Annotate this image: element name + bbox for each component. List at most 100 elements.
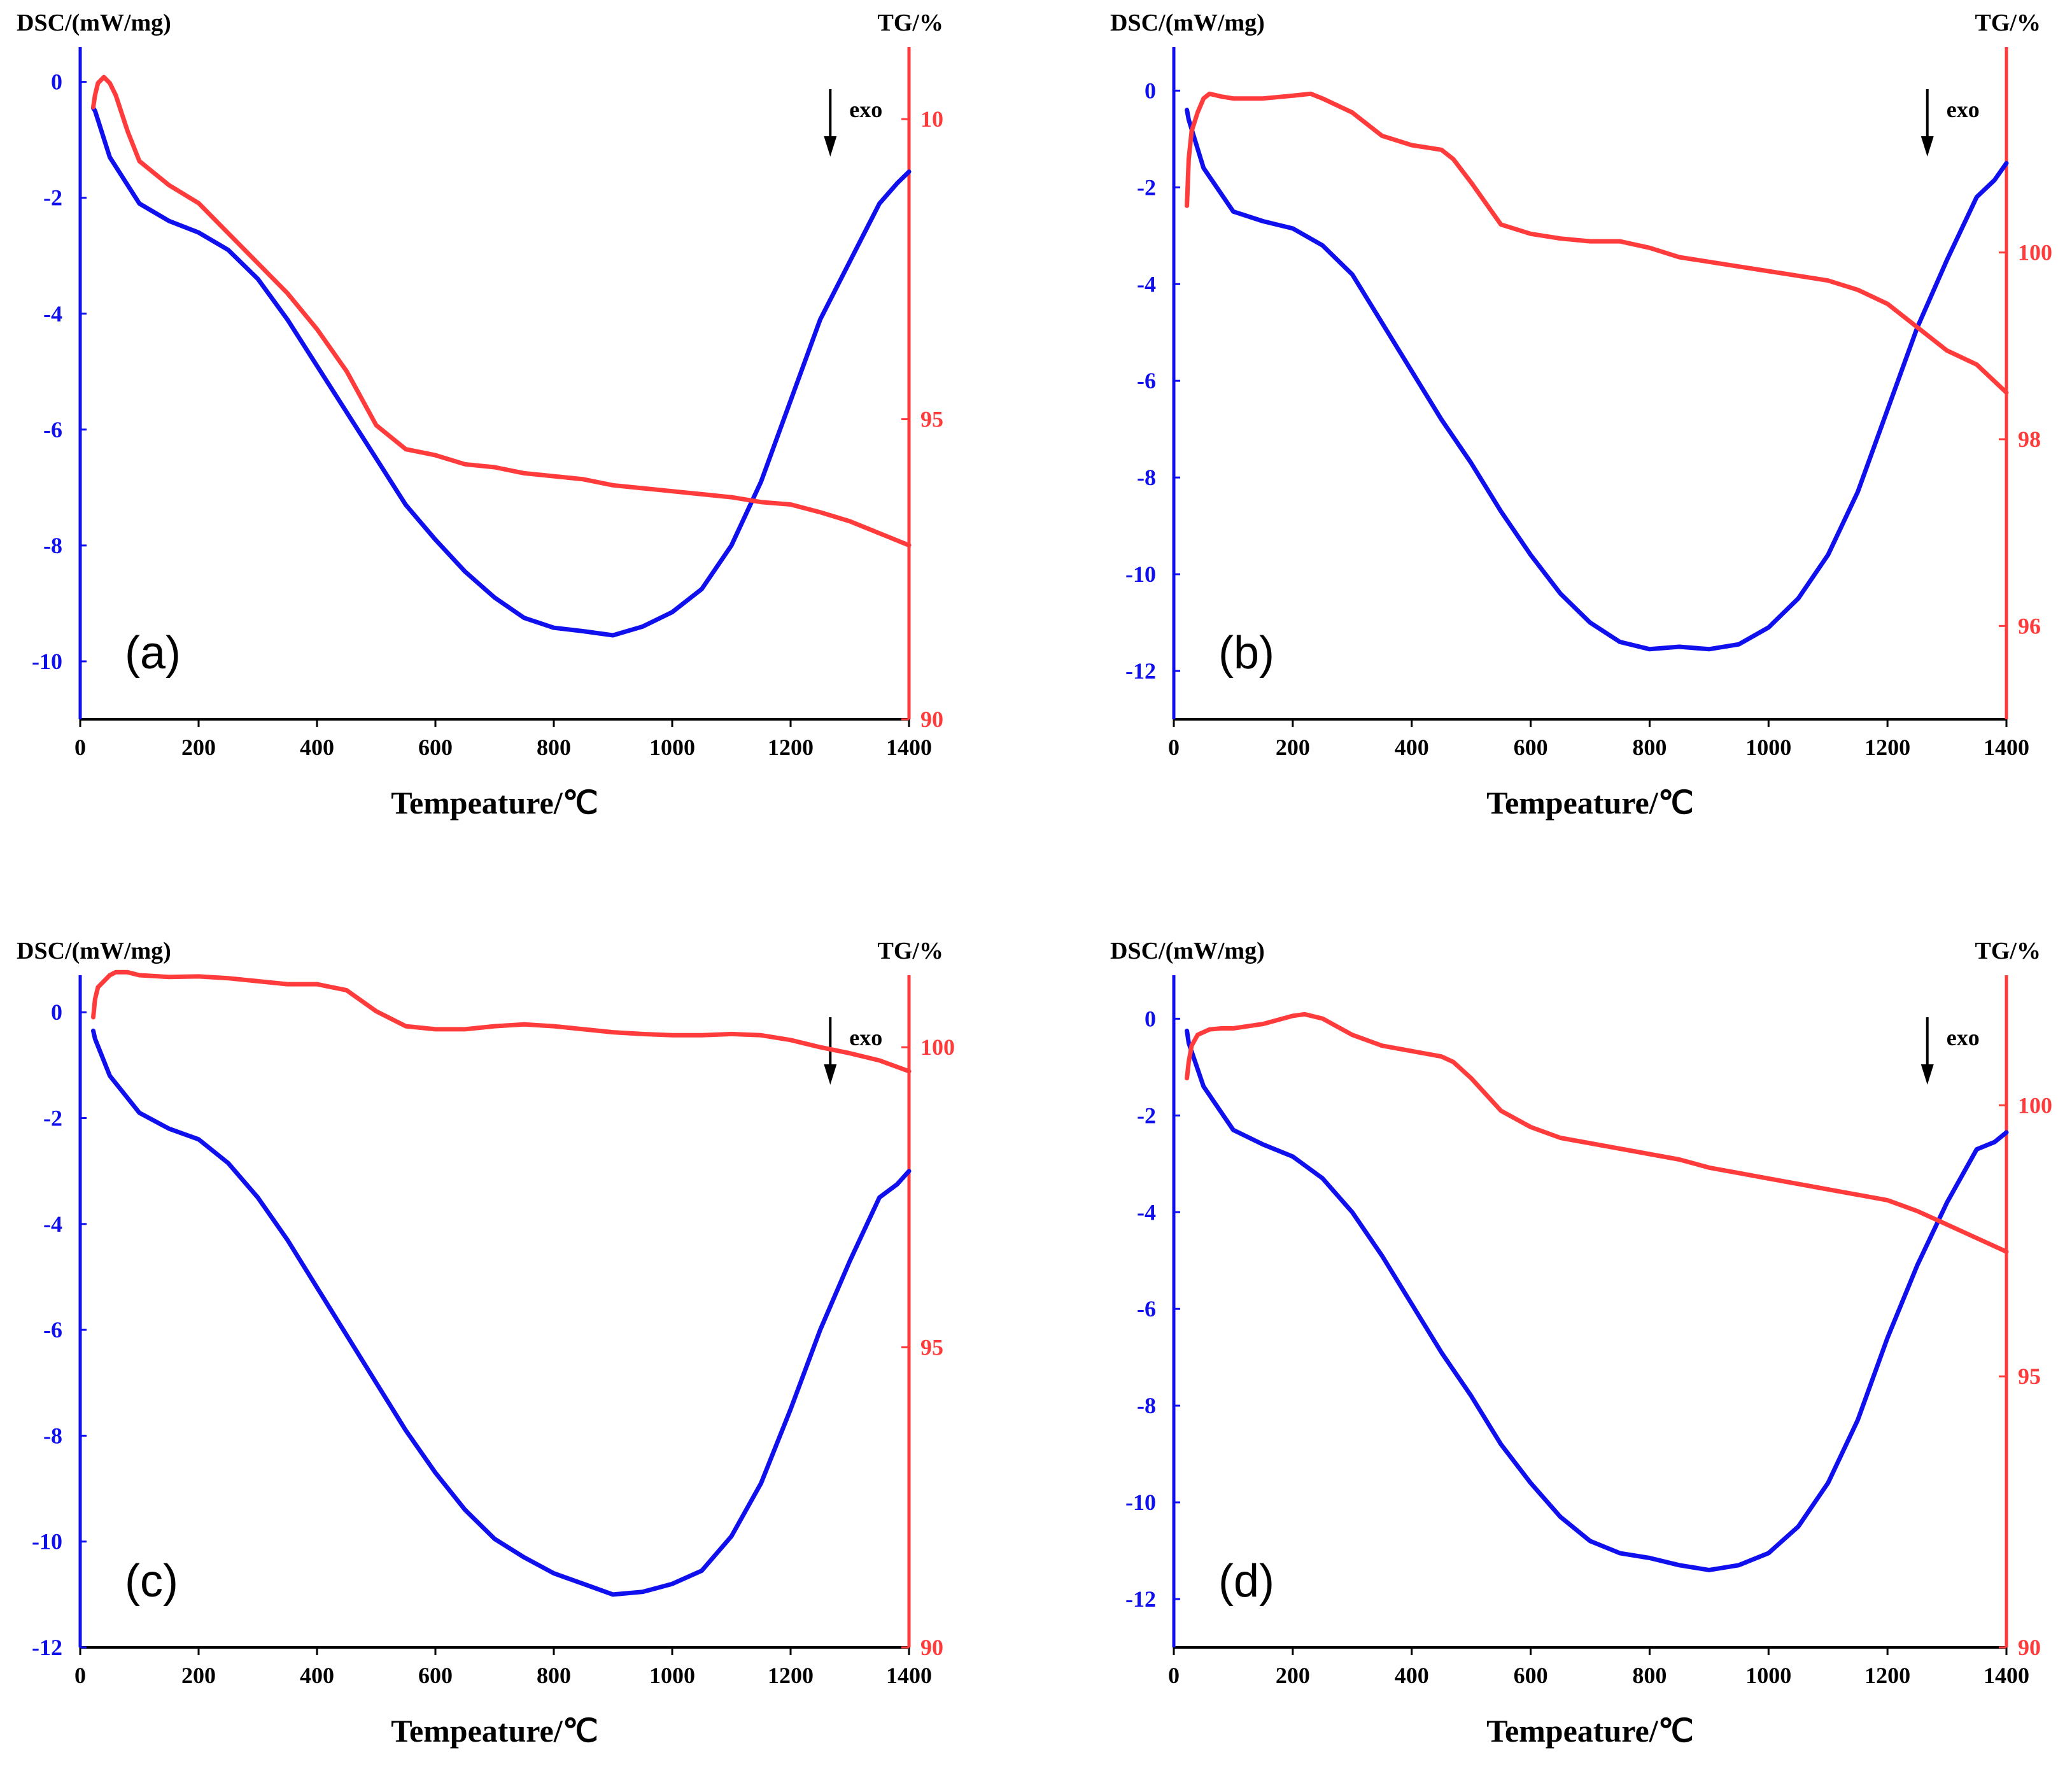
tg-tick-label: 95 bbox=[2018, 1364, 2041, 1389]
dsc-tick-label: -6 bbox=[43, 1317, 62, 1343]
x-tick-label: 1400 bbox=[886, 735, 932, 760]
exo-arrowhead-icon bbox=[824, 1064, 837, 1085]
dsc-tick-label: -2 bbox=[1137, 174, 1156, 200]
x-tick-label: 200 bbox=[1276, 735, 1310, 760]
x-tick-label: 0 bbox=[74, 735, 86, 760]
x-tick-label: 800 bbox=[537, 735, 571, 760]
dsc-tick-label: -2 bbox=[43, 1106, 62, 1131]
exo-arrowhead-icon bbox=[1920, 1064, 1934, 1085]
exo-label: exo bbox=[849, 1025, 882, 1050]
dsc-tick-label: 0 bbox=[51, 69, 62, 95]
dsc-series-line bbox=[91, 106, 912, 638]
dsc-tick-label: 0 bbox=[1145, 1006, 1156, 1031]
tg-tick-label: 10 bbox=[920, 106, 943, 132]
panel-label: (d) bbox=[1218, 1556, 1274, 1607]
x-tick-label: 1200 bbox=[1864, 1663, 1910, 1688]
dsc-axis-title: DSC/(mW/mg) bbox=[17, 938, 171, 964]
tg-axis-title: TG/% bbox=[878, 938, 943, 964]
exo-arrowhead-icon bbox=[824, 136, 837, 157]
dsc-tick-label: -6 bbox=[43, 417, 62, 442]
tg-tick-label: 100 bbox=[2018, 1092, 2052, 1118]
x-tick-label: 600 bbox=[1514, 735, 1548, 760]
dsc-axis-title: DSC/(mW/mg) bbox=[1110, 10, 1265, 36]
tg-series-line bbox=[91, 969, 912, 1074]
tg-tick-label: 90 bbox=[920, 1635, 943, 1660]
tg-series-line bbox=[1185, 1011, 2009, 1254]
x-tick-label: 200 bbox=[1276, 1663, 1310, 1688]
x-tick-label: 200 bbox=[181, 1663, 216, 1688]
x-tick-label: 1200 bbox=[768, 735, 814, 760]
x-tick-label: 600 bbox=[1514, 1663, 1548, 1688]
exo-label: exo bbox=[1947, 97, 1980, 122]
dsc-tick-label: -12 bbox=[32, 1635, 62, 1660]
tg-tick-label: 90 bbox=[2018, 1635, 2041, 1660]
x-tick-label: 400 bbox=[1395, 1663, 1429, 1688]
x-tick-label: 1200 bbox=[1864, 735, 1910, 760]
x-tick-label: 1400 bbox=[886, 1663, 932, 1688]
x-axis-title: Tempeature/℃ bbox=[391, 785, 598, 821]
dsc-tick-label: -4 bbox=[1137, 271, 1156, 297]
dsc-tick-label: -10 bbox=[32, 1529, 62, 1554]
dsc-tick-label: -2 bbox=[1137, 1103, 1156, 1128]
x-tick-label: 1000 bbox=[1745, 735, 1791, 760]
panel-label: (c) bbox=[125, 1556, 178, 1607]
chart-panel-c: 0 200 400 600 800 1000 1200 1400 0 -2 -4 -6 -8 -10 -12… bbox=[17, 938, 955, 1749]
x-tick-label: 400 bbox=[300, 735, 334, 760]
exo-arrowhead-icon bbox=[1920, 136, 1934, 157]
tg-tick-label: 90 bbox=[920, 707, 943, 732]
dsc-tick-label: 0 bbox=[51, 999, 62, 1025]
tg-tick-label: 100 bbox=[2018, 240, 2052, 265]
exo-label: exo bbox=[1947, 1025, 1980, 1050]
dsc-axis-title: DSC/(mW/mg) bbox=[1110, 938, 1265, 964]
x-tick-label: 1400 bbox=[1984, 735, 2029, 760]
dsc-tick-label: -10 bbox=[1125, 561, 1156, 587]
x-tick-label: 800 bbox=[1632, 735, 1667, 760]
x-tick-label: 1200 bbox=[768, 1663, 814, 1688]
x-tick-label: 0 bbox=[1168, 1663, 1180, 1688]
dsc-series-line bbox=[1185, 1028, 2009, 1572]
dsc-series-line bbox=[91, 1028, 912, 1597]
dsc-tick-label: -10 bbox=[32, 649, 62, 674]
dsc-tick-label: -6 bbox=[1137, 1296, 1156, 1321]
dsc-tick-label: -8 bbox=[1137, 1393, 1156, 1418]
dsc-tick-label: -8 bbox=[1137, 465, 1156, 490]
tg-tick-label: 100 bbox=[920, 1034, 955, 1060]
dsc-tick-label: 0 bbox=[1145, 78, 1156, 103]
dsc-tick-label: -10 bbox=[1125, 1490, 1156, 1515]
tg-axis-title: TG/% bbox=[1975, 938, 2041, 964]
dsc-tick-label: -6 bbox=[1137, 368, 1156, 393]
panel-label: (b) bbox=[1218, 628, 1274, 679]
tg-tick-label: 95 bbox=[920, 1335, 943, 1360]
exo-label: exo bbox=[849, 97, 882, 122]
x-tick-label: 200 bbox=[181, 735, 216, 760]
x-tick-label: 400 bbox=[1395, 735, 1429, 760]
dsc-tick-label: -4 bbox=[43, 301, 62, 327]
x-tick-label: 600 bbox=[418, 735, 453, 760]
x-axis-title: Tempeature/℃ bbox=[1486, 1713, 1694, 1749]
x-tick-label: 1400 bbox=[1984, 1663, 2029, 1688]
x-tick-label: 1000 bbox=[649, 1663, 695, 1688]
panel-label: (a) bbox=[125, 628, 181, 679]
tg-axis-title: TG/% bbox=[878, 10, 943, 36]
dsc-tick-label: -4 bbox=[43, 1211, 62, 1237]
dsc-tick-label: -4 bbox=[1137, 1199, 1156, 1225]
x-tick-label: 1000 bbox=[1745, 1663, 1791, 1688]
dsc-tick-label: -12 bbox=[1125, 1586, 1156, 1612]
chart-panel-d: 0 200 400 600 800 1000 1200 1400 0 -2 -4 -6 -8 -10 -12… bbox=[1110, 938, 2052, 1749]
tg-tick-label: 95 bbox=[920, 407, 943, 432]
x-tick-label: 800 bbox=[1632, 1663, 1667, 1688]
dsc-tick-label: -8 bbox=[43, 533, 62, 558]
x-tick-label: 1000 bbox=[649, 735, 695, 760]
x-tick-label: 0 bbox=[1168, 735, 1180, 760]
x-axis-title: Tempeature/℃ bbox=[1486, 785, 1694, 821]
tg-series-line bbox=[1185, 91, 2009, 395]
x-tick-label: 800 bbox=[537, 1663, 571, 1688]
tg-tick-label: 98 bbox=[2018, 426, 2041, 452]
chart-panel-a: 0 200 400 600 800 1000 1200 1400 0 -2 -4 -6 -8 -10 90 9… bbox=[17, 10, 943, 821]
x-tick-label: 0 bbox=[74, 1663, 86, 1688]
tg-tick-label: 96 bbox=[2018, 613, 2041, 638]
dsc-tick-label: -2 bbox=[43, 185, 62, 211]
x-tick-label: 400 bbox=[300, 1663, 334, 1688]
dsc-tick-label: -12 bbox=[1125, 658, 1156, 684]
